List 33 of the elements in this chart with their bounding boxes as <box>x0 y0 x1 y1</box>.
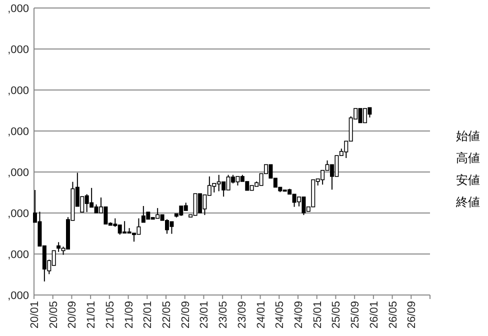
x-tick-label: 25/05 <box>330 301 343 329</box>
x-tick-label: 23/05 <box>218 301 230 329</box>
x-tick-label: 20/09 <box>66 301 79 329</box>
x-tick-label: 26/01 <box>368 301 380 329</box>
text: ,000 <box>8 3 29 15</box>
x-tick-label: 22/09 <box>180 301 192 329</box>
text: ,000 <box>8 290 29 302</box>
text: 安値 <box>456 173 480 187</box>
x-tick-label: 25/09 <box>350 301 362 329</box>
text: ,000 <box>8 44 29 56</box>
x-tick-label: 24/05 <box>274 301 286 329</box>
text: ,000 <box>8 167 29 179</box>
text: 始値 <box>456 129 480 143</box>
text: 終値 <box>455 195 480 209</box>
x-tick-label: 26/09 <box>406 301 418 329</box>
text: ,000 <box>8 126 29 138</box>
x-tick-label: 25/01 <box>312 301 324 329</box>
x-tick-label: 23/01 <box>198 301 211 329</box>
x-tick-label: 24/09 <box>293 301 305 329</box>
x-tick-label: 23/09 <box>236 301 248 329</box>
x-tick-label: 24/01 <box>255 301 268 329</box>
text: ,000 <box>8 249 29 261</box>
x-tick-label: 20/01 <box>29 301 41 329</box>
x-tick-label: 26/05 <box>387 301 400 329</box>
text: 高値 <box>456 151 480 165</box>
x-tick-label: 21/09 <box>123 301 136 329</box>
x-tick-label: 22/01 <box>142 301 154 329</box>
x-tick-label: 20/05 <box>48 301 60 329</box>
text: ,000 <box>8 85 29 97</box>
x-tick-label: 22/05 <box>161 301 173 329</box>
text: ,000 <box>8 208 29 220</box>
x-tick-label: 21/01 <box>86 301 98 329</box>
x-tick-label: 21/05 <box>104 301 116 329</box>
